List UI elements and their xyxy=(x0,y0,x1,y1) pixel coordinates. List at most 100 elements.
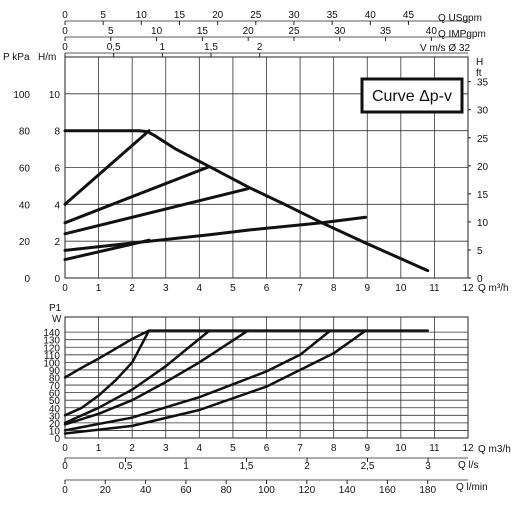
legend-box: Curve Δp-v xyxy=(360,77,464,114)
y-tick-label-m: 4 xyxy=(54,200,60,211)
power-curve-3 xyxy=(63,329,211,425)
x-tick-label: 10 xyxy=(395,283,407,294)
y-tick-label-kpa: 80 xyxy=(19,127,31,138)
y-tick-label-w: 90 xyxy=(49,366,61,377)
y-right-tick-label: 20 xyxy=(477,162,489,173)
top-axis-tick-label: 1 xyxy=(160,42,166,53)
head-flow-chart: 0 1 2 3 4 5 6 7 8 9 10 11 12002204406608801010005101… xyxy=(3,10,509,294)
x-tick-label: 0 xyxy=(62,283,68,294)
top-axis-tick-label: 15 xyxy=(197,26,209,37)
y-tick-label-kpa: 40 xyxy=(19,200,31,211)
x-tick-label: 0 xyxy=(62,443,68,454)
x-tick-label: 4 xyxy=(197,443,203,454)
power-flow-curves xyxy=(63,329,429,435)
bottom-axis-label-lmin: Q l/min xyxy=(456,482,488,493)
y-tick-label-kpa: 20 xyxy=(19,237,31,248)
y-tick-label-kpa: 100 xyxy=(13,90,30,101)
y-tick-label-w: 120 xyxy=(43,343,60,354)
y-left-label-pressure: P kPa xyxy=(3,52,30,63)
x-tick-label: 12 xyxy=(462,443,474,454)
top-axis-tick-label: 5 xyxy=(100,10,106,21)
y-right-tick-label: 0 xyxy=(477,274,483,285)
top-axis-tick-label: 20 xyxy=(212,10,224,21)
y-tick-label-w: 80 xyxy=(49,374,61,385)
x-tick-label: 8 xyxy=(331,283,337,294)
x-tick-label: 7 xyxy=(297,443,303,454)
head-curve-6 xyxy=(63,129,430,273)
bottom-axis-tick-label: 180 xyxy=(419,485,436,496)
y-tick-label-w: 40 xyxy=(49,404,61,415)
power-curve-4 xyxy=(63,329,250,426)
top-axis-label-impgpm: Q IMPgpm xyxy=(438,29,486,40)
y-tick-label-w: 130 xyxy=(43,336,60,347)
y-right-tick-label: 25 xyxy=(477,134,489,145)
x-tick-label: 10 xyxy=(395,443,407,454)
x-tick-label: 11 xyxy=(429,283,440,294)
y-tick-label-w: 50 xyxy=(49,396,61,407)
top-axis-tick-label: 0 xyxy=(62,42,68,53)
power-curve-5 xyxy=(63,329,332,432)
top-axis-tick-label: 15 xyxy=(174,10,186,21)
power-curve-1 xyxy=(63,329,429,379)
x-tick-label: 9 xyxy=(364,443,370,454)
bottom-axis-tick-label: 0,5 xyxy=(119,461,133,472)
bottom-axis-tick-label: 2,5 xyxy=(361,461,375,472)
bottom-axis-tick-label: 20 xyxy=(100,485,112,496)
bottom-axis-tick-label: 80 xyxy=(221,485,233,496)
top-axis-label-velocity: V m/s Ø 32 xyxy=(420,43,470,54)
power-curve-2 xyxy=(63,329,151,417)
y-right-tick-label: 5 xyxy=(477,246,483,257)
x-tick-label: 5 xyxy=(230,283,236,294)
x-tick-label: 5 xyxy=(230,443,236,454)
bottom-axis-tick-label: 120 xyxy=(298,485,315,496)
bottom-axis-tick-label: 160 xyxy=(379,485,396,496)
bottom-axis-tick-label: 1,5 xyxy=(240,461,254,472)
y-tick-label-m: 0 xyxy=(54,274,60,285)
bottom-axis-tick-label: 0 xyxy=(62,485,68,496)
x-tick-label: 4 xyxy=(197,283,203,294)
y-left-label-head: H/m xyxy=(38,52,56,63)
x-tick-label: 3 xyxy=(163,283,169,294)
x-tick-label: 12 xyxy=(462,283,474,294)
bottom-axis-tick-label: 1 xyxy=(183,461,189,472)
top-axis-tick-label: 20 xyxy=(243,26,255,37)
x-axis-label-bottom-chart: Q m3/h xyxy=(478,444,511,455)
head-curve-4 xyxy=(63,165,211,225)
head-flow-grid xyxy=(64,56,469,279)
y-tick-label-w: 60 xyxy=(49,389,61,400)
y-axis-label-w: W xyxy=(52,314,62,325)
top-axis-tick-label: 45 xyxy=(403,10,415,21)
y-tick-label-w: 10 xyxy=(49,426,61,437)
power-flow-ticks: 0 1 2 3 4 5 6 7 8 9 10 11 12010203040506070809010011… xyxy=(43,328,474,496)
x-tick-label: 9 xyxy=(364,283,370,294)
x-tick-label: 6 xyxy=(264,443,270,454)
head-flow-curves xyxy=(63,129,430,273)
x-tick-label: 8 xyxy=(331,443,337,454)
x-tick-label: 11 xyxy=(429,443,440,454)
y-tick-label-w: 70 xyxy=(49,381,61,392)
top-axis-tick-label: 0 xyxy=(62,26,68,37)
bottom-axis-tick-label: 0 xyxy=(62,461,68,472)
top-axis-tick-label: 0,5 xyxy=(107,42,121,53)
top-axis-tick-label: 35 xyxy=(327,10,339,21)
y-right-tick-label: 30 xyxy=(477,106,489,117)
head-curve-2 xyxy=(63,215,368,252)
y-tick-label-w: 100 xyxy=(43,358,60,369)
top-axis-label-usgpm: Q USgpm xyxy=(438,13,482,24)
top-axis-tick-label: 30 xyxy=(288,10,300,21)
bottom-axis-tick-label: 3 xyxy=(425,461,431,472)
x-tick-label: 3 xyxy=(163,443,169,454)
top-axis-tick-label: 0 xyxy=(62,10,68,21)
power-curve-6 xyxy=(63,329,367,435)
top-axis-tick-label: 25 xyxy=(250,10,262,21)
y-tick-label-m: 8 xyxy=(54,127,60,138)
y-tick-label-w: 140 xyxy=(43,328,60,339)
y-right-tick-label: 15 xyxy=(477,190,489,201)
top-axis-tick-label: 30 xyxy=(334,26,346,37)
x-tick-label: 6 xyxy=(264,283,270,294)
x-tick-label: 1 xyxy=(96,443,102,454)
y-tick-label-m: 10 xyxy=(49,90,61,101)
y-tick-label-m: 6 xyxy=(54,164,60,175)
x-tick-label: 7 xyxy=(297,283,303,294)
